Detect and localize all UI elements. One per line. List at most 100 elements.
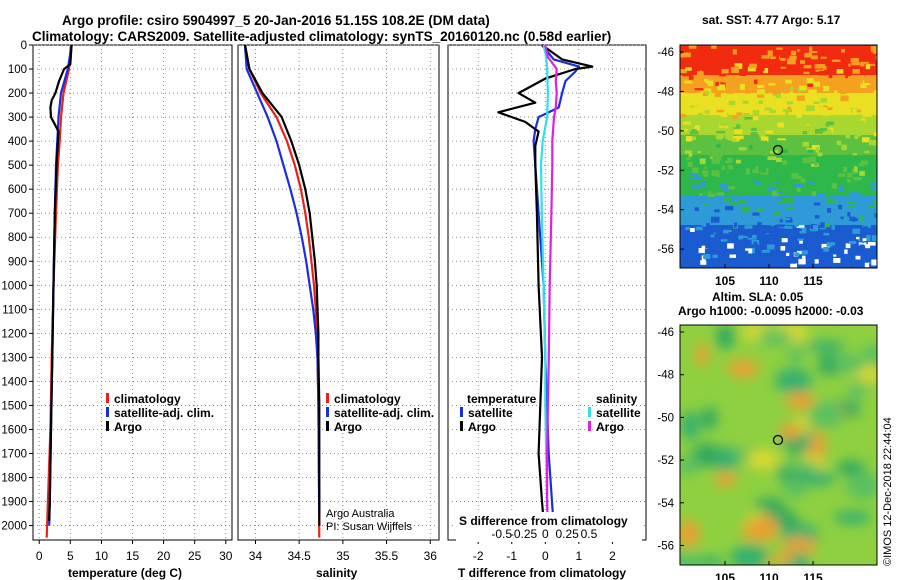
sst-pixel	[836, 69, 844, 74]
sst-pixel	[761, 235, 768, 238]
sst-pixel	[815, 69, 824, 72]
sst-map-ticks: 105 110 115 -46 -48 -50 -52 -54 -56	[657, 47, 823, 288]
sla-blob	[833, 353, 863, 374]
sst-pixel	[794, 101, 800, 104]
sst-pixel	[696, 181, 701, 186]
legend-swatch-argo	[106, 421, 109, 431]
sst-pixel	[871, 227, 877, 231]
x-tick-label: 36	[424, 549, 438, 563]
sst-pixel	[747, 235, 757, 240]
sst-pixel	[783, 117, 789, 121]
sst-pixel	[858, 238, 867, 241]
sst-pixel	[813, 202, 821, 206]
sst-pixel	[761, 151, 768, 156]
temperature-axis-label: temperature (deg C)	[68, 566, 182, 580]
y-tick-label: 1700	[1, 448, 27, 460]
sst-pixel	[752, 169, 759, 174]
sst-pixel	[784, 197, 794, 203]
sst-pixel	[723, 169, 728, 176]
sst-pixel	[755, 254, 762, 258]
map-y-tick-label: -52	[657, 455, 674, 467]
sst-pixel	[715, 229, 721, 234]
sst-pixel	[791, 105, 799, 110]
sst-pixel	[834, 201, 839, 204]
sst-pixel	[808, 89, 817, 96]
sst-pixel	[763, 68, 769, 74]
sst-pixel	[704, 88, 712, 91]
sst-pixel	[749, 145, 753, 150]
sst-pixel	[694, 204, 700, 208]
y-tick-label: 200	[8, 88, 27, 100]
sst-pixel	[680, 69, 687, 74]
sst-pixel	[866, 205, 876, 208]
s-difference-label-bg	[456, 512, 642, 542]
y-tick-label: 1000	[1, 280, 27, 292]
sst-pixel	[694, 62, 701, 67]
map-x-tick-label: 115	[803, 274, 823, 288]
sst-pixel	[694, 88, 704, 91]
sst-pixel	[705, 223, 710, 229]
series-line-salinity-satellite	[539, 44, 550, 526]
sst-pixel	[726, 90, 734, 94]
sst-pixel	[821, 243, 830, 249]
sst-pixel	[843, 166, 848, 173]
sst-pixel	[810, 156, 816, 163]
sst-pixel	[853, 264, 861, 268]
sst-pixel	[760, 234, 764, 238]
sst-pixel	[845, 73, 851, 79]
sst-pixel	[838, 264, 847, 268]
salinity-axis-label: salinity	[316, 566, 358, 580]
sst-pixel	[827, 208, 832, 213]
sst-pixel	[786, 118, 794, 123]
map-x-tick-label: 110	[759, 274, 779, 288]
sst-pixel	[750, 132, 759, 136]
sst-pixel	[743, 47, 752, 50]
sst-pixel	[846, 63, 851, 67]
sst-pixel	[751, 127, 757, 131]
sst-pixel	[822, 66, 827, 70]
sst-pixel	[720, 171, 724, 175]
sst-pixel	[706, 179, 711, 185]
sst-pixel	[804, 221, 811, 225]
sst-pixel	[826, 247, 835, 254]
sst-pixel	[790, 86, 794, 91]
sst-pixel	[847, 76, 854, 80]
diff-legend-temperature: temperature	[467, 392, 537, 406]
sst-pixel	[787, 58, 796, 65]
sst-pixel	[848, 262, 855, 266]
sst-pixel	[775, 157, 782, 162]
sst-pixel	[757, 222, 762, 226]
sst-pixel	[798, 258, 806, 265]
sst-pixel	[831, 59, 841, 62]
sst-pixel	[704, 91, 710, 95]
sst-pixel	[740, 201, 747, 205]
sst-pixel	[690, 228, 695, 232]
sst-pixel	[837, 173, 846, 178]
sst-pixel	[820, 98, 827, 103]
sst-pixel	[762, 228, 767, 234]
y-tick-label: 1200	[1, 328, 27, 340]
sst-pixel	[688, 75, 694, 80]
sla-blob	[680, 552, 705, 565]
sst-pixel	[863, 113, 873, 117]
sst-pixel	[831, 163, 841, 167]
sst-pixel	[809, 46, 813, 53]
sst-pixel	[704, 166, 708, 169]
legend-swatch-satellite	[106, 407, 109, 417]
sla-blob	[727, 359, 759, 378]
sst-pixel	[790, 50, 797, 56]
sst-pixel	[860, 144, 867, 150]
sst-pixel	[701, 245, 706, 249]
sst-pixel	[729, 254, 736, 258]
sst-pixel	[724, 125, 729, 129]
sst-pixel	[702, 203, 709, 206]
sst-pixel	[736, 112, 742, 116]
y-tick-label: 900	[8, 256, 27, 268]
imos-timestamp: ©IMOS 12-Dec-2018 22:44:04	[882, 417, 894, 566]
sst-pixel	[748, 164, 753, 171]
sst-pixel	[777, 138, 786, 141]
sst-pixel	[845, 56, 850, 60]
sst-pixel	[808, 180, 815, 185]
sst-pixel	[774, 263, 779, 267]
map-y-tick-label: -48	[657, 370, 674, 382]
